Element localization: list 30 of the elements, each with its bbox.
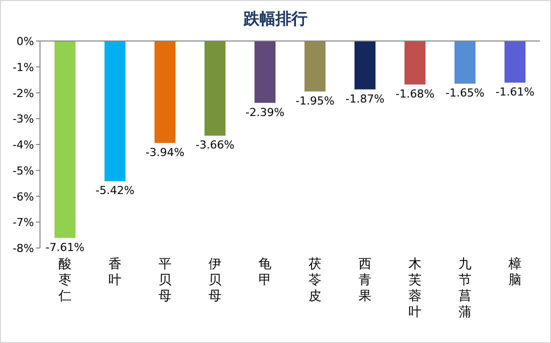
y-tick-label: -4% <box>12 138 34 152</box>
y-tick-label: 0% <box>16 35 34 48</box>
x-tick-label: 香叶 <box>108 257 122 288</box>
x-tick-label: 木芙蓉叶 <box>408 257 422 320</box>
x-tick-label: 酸枣仁 <box>58 257 72 304</box>
chart-title: 跌幅排行 <box>242 9 308 28</box>
data-label: -3.66% <box>196 138 234 152</box>
y-tick-label: -1% <box>12 60 34 74</box>
data-label: -2.39% <box>246 106 284 119</box>
x-tick-label: 樟脑 <box>508 256 522 288</box>
x-tick-label: 龟甲 <box>258 257 272 288</box>
x-tick-label: 平贝母 <box>158 257 172 304</box>
data-label: -1.68% <box>396 87 434 100</box>
y-tick-label: -8% <box>12 242 34 255</box>
data-label: -7.61% <box>46 240 84 254</box>
x-tick-label: 西青果 <box>358 257 372 304</box>
x-tick-label: 茯苓皮 <box>308 257 322 304</box>
y-tick-label: -7% <box>12 216 34 230</box>
data-label: -3.94% <box>146 146 184 159</box>
y-tick-label: -3% <box>12 112 34 126</box>
data-label: -1.61% <box>496 86 534 99</box>
data-label: -1.65% <box>446 86 484 100</box>
x-tick-label: 九节菖蒲 <box>458 257 472 320</box>
data-label: -5.42% <box>96 184 134 198</box>
x-tick-label: 伊贝母 <box>208 257 222 304</box>
data-label: -1.95% <box>296 94 334 108</box>
y-tick-label: -5% <box>12 164 34 178</box>
y-tick-label: -2% <box>12 86 34 100</box>
y-tick-label: -6% <box>12 190 34 204</box>
data-label: -1.87% <box>346 92 384 106</box>
